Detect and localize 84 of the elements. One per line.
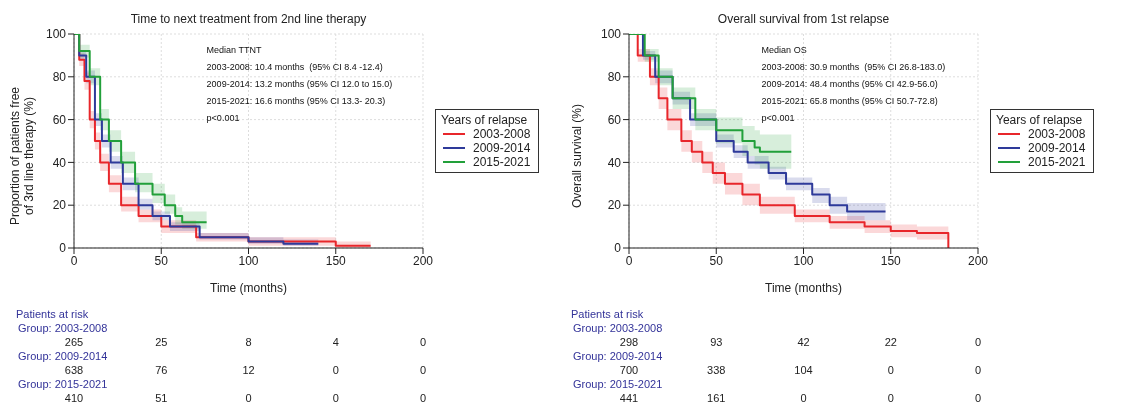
text: 265 [63,336,85,348]
text: 638 [63,364,85,376]
x-tick-label: 150 [325,253,347,268]
x-tick-label: 200 [967,253,989,268]
chart-title: Time to next treatment from 2nd line therapy [129,12,368,26]
text: 4 [331,336,340,348]
text: 93 [709,336,724,348]
annotation: 2003-2008: 30.9 months (95% CI 26.8-183.0) [761,61,946,74]
text: Group: 2015-2021 [18,378,108,390]
x-tick-label: 100 [793,253,814,268]
annotation: 2003-2008: 10.4 months (95% CI 8.4 -12.4) [206,61,384,74]
text: 0 [331,392,340,404]
x-tick-label: 0 [625,253,633,268]
text: 22 [883,336,898,348]
legend-title: Years of relapse [441,113,529,127]
text: 51 [154,392,169,404]
text: Group: 2015-2021 [573,378,663,390]
text: 12 [241,364,256,376]
y-tick-label: 100 [600,27,622,42]
x-axis-title: Time (months) [765,281,842,295]
text: Patients at risk [571,308,644,320]
text: Patients at risk [16,308,89,320]
text: 0 [973,392,983,404]
chart-title: Overall survival from 1st relapse [716,12,891,26]
x-tick-label: 50 [154,253,169,268]
annotation: 2015-2021: 16.6 months (95% CI 13.3- 20.3) [206,95,387,108]
y-tick-label: 20 [52,198,67,213]
x-tick-label: 0 [70,253,78,268]
legend-label: 2003-2008 [472,127,531,141]
text: 8 [244,336,253,348]
x-tick-label: 200 [412,253,434,268]
annotation: Median TTNT [206,44,263,57]
y-axis-title: Proportion of patients free of 3rd line therapy (%) [8,86,36,226]
y-tick-label: 20 [607,198,622,213]
text: 441 [618,392,640,404]
y-axis-title: Overall survival (%) [570,103,584,209]
x-tick-label: 100 [238,253,259,268]
text: 0 [886,392,895,404]
annotation: p<0.001 [761,112,796,125]
annotation: 2015-2021: 65.8 months (95% CI 50.7-72.8) [761,95,939,108]
annotation: p<0.001 [206,112,241,125]
x-tick-label: 150 [880,253,902,268]
x-axis-title: Time (months) [210,281,287,295]
text: 0 [973,364,983,376]
y-tick-label: 0 [614,241,622,256]
text: 0 [418,364,428,376]
text: Group: 2003-2008 [18,322,108,334]
y-tick-label: 40 [52,155,67,170]
y-tick-label: 40 [607,155,622,170]
text: 0 [973,336,983,348]
text: 104 [793,364,814,376]
text: 0 [244,392,253,404]
legend-title: Years of relapse [996,113,1084,127]
text: 161 [706,392,727,404]
legend-label: 2009-2014 [1027,141,1086,155]
text: 338 [706,364,727,376]
text: 700 [618,364,640,376]
legend-label: 2003-2008 [1027,127,1086,141]
legend-label: 2009-2014 [472,141,531,155]
text: 0 [886,364,895,376]
text: 0 [418,336,428,348]
text: 76 [154,364,169,376]
text: 0 [331,364,340,376]
text: 25 [154,336,169,348]
text: 298 [618,336,640,348]
text: 410 [63,392,85,404]
text: 0 [418,392,428,404]
y-tick-label: 0 [59,241,67,256]
annotation: 2009-2014: 13.2 months (95% CI 12.0 to 15.0) [206,78,393,91]
x-tick-label: 50 [709,253,724,268]
text: Group: 2009-2014 [573,350,663,362]
y-tick-label: 80 [52,70,67,85]
legend-label: 2015-2021 [1027,155,1086,169]
annotation: Median OS [761,44,808,57]
y-tick-label: 60 [52,112,67,127]
text: 42 [796,336,811,348]
legend-label: 2015-2021 [472,155,531,169]
annotation: 2009-2014: 48.4 months (95% CI 42.9-56.0) [761,78,939,91]
y-tick-label: 80 [607,70,622,85]
text: Group: 2003-2008 [573,322,663,334]
text: 0 [799,392,808,404]
y-tick-label: 100 [45,27,67,42]
text: Group: 2009-2014 [18,350,108,362]
y-tick-label: 60 [607,112,622,127]
